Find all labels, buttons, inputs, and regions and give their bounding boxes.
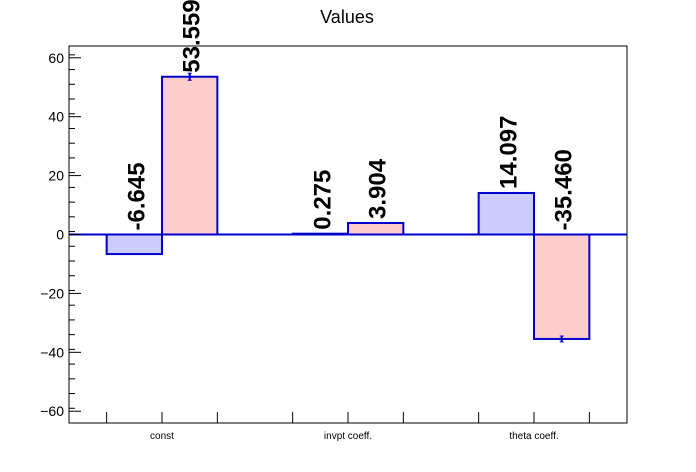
bar bbox=[533, 233, 591, 340]
y-tick-label: 60 bbox=[48, 50, 64, 66]
bars bbox=[69, 72, 627, 343]
axes: −60 −40 −20 0 20 40 60 const invpt coeff. theta c… bbox=[40, 50, 590, 442]
data-label: 53.559 bbox=[179, 0, 206, 73]
y-tick-label: −60 bbox=[40, 403, 64, 419]
y-tick-label: 20 bbox=[48, 168, 64, 184]
x-category-label: invpt coeff. bbox=[324, 431, 372, 442]
x-category-label: const bbox=[150, 431, 174, 442]
bar bbox=[477, 191, 535, 236]
chart-title: Values bbox=[320, 7, 374, 27]
y-tick-label: −40 bbox=[40, 344, 64, 360]
data-labels: -6.645 53.559 0.275 3.904 14.097 -35.460 bbox=[123, 0, 578, 231]
y-tick-label: 40 bbox=[48, 109, 64, 125]
x-category-label: theta coeff. bbox=[509, 431, 558, 442]
bar bbox=[161, 75, 219, 236]
data-label: -35.460 bbox=[551, 149, 578, 230]
y-tick-label: 0 bbox=[56, 227, 64, 243]
data-label: 0.275 bbox=[309, 170, 336, 230]
bar bbox=[347, 222, 405, 236]
bar bbox=[105, 233, 164, 256]
data-label: -6.645 bbox=[123, 162, 150, 230]
y-tick-label: −20 bbox=[40, 285, 64, 301]
data-label: 14.097 bbox=[495, 116, 522, 189]
data-label: 3.904 bbox=[365, 158, 392, 219]
